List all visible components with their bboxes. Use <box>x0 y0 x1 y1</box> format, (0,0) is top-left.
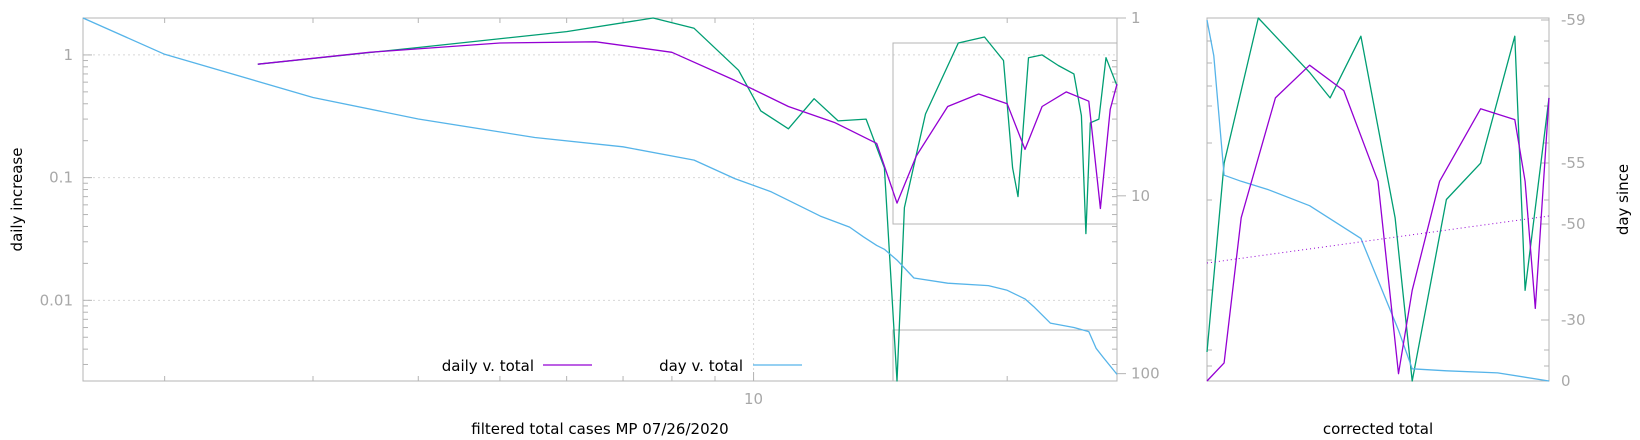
main-y-tick-label: 1 <box>63 46 73 64</box>
main-y2-tick-label: 100 <box>1131 365 1160 383</box>
main-y-tick-label: 0.01 <box>40 291 73 309</box>
main-y2-tick-label: 10 <box>1131 187 1150 205</box>
main-x-tick-label: 10 <box>744 390 763 408</box>
right-y2-tick-label: -50 <box>1561 215 1586 233</box>
legend: daily v. total day v. total <box>442 357 743 375</box>
raw-series-line <box>257 17 1118 382</box>
right-day-line <box>1206 19 1550 382</box>
main-x-axis-label: filtered total cases MP 07/26/2020 <box>471 420 728 438</box>
day-v-total-line <box>82 17 1118 375</box>
main-plot-frame <box>82 17 1118 382</box>
inset-frame-lower <box>892 329 1118 382</box>
right-x-axis-label: corrected total <box>1323 420 1433 438</box>
main-panel: 1 0.1 0.01 10 1 10 100 <box>40 9 1160 408</box>
right-raw-line <box>1206 17 1550 382</box>
right-y2-tick-label: -55 <box>1561 154 1586 172</box>
right-panel: -59 -55 -50 -30 0 <box>1206 11 1586 390</box>
main-y-tick-label: 0.1 <box>49 169 73 187</box>
daily-v-total-line <box>257 41 1118 210</box>
main-y-axis-label: daily increase <box>8 148 26 252</box>
legend-label-daily: daily v. total <box>442 357 534 375</box>
right-plot-frame <box>1206 17 1550 382</box>
right-y2-tick-label: -59 <box>1561 11 1586 29</box>
main-y2-tick-label: 1 <box>1131 9 1141 27</box>
right-y2-tick-label: 0 <box>1561 372 1571 390</box>
inset-frame-upper <box>892 42 1118 225</box>
right-y2-tick-label: -30 <box>1561 311 1586 329</box>
right-daily-line <box>1206 64 1550 382</box>
legend-label-day: day v. total <box>659 357 743 375</box>
right-dotted-trend <box>1206 215 1550 264</box>
right-y2-axis-label: day since <box>1614 164 1632 235</box>
